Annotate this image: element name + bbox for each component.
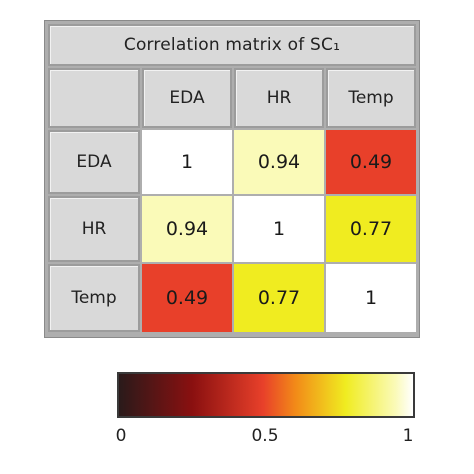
heatmap-cell-temp-temp: 1 xyxy=(326,264,416,332)
colorbar-tick-0-5: 0.5 xyxy=(251,426,279,446)
heatmap-cell-eda-temp: 0.49 xyxy=(326,130,416,194)
heatmap-cell-hr-eda: 0.94 xyxy=(142,196,232,262)
column-header-temp: Temp xyxy=(326,68,416,128)
row-header-eda: EDA xyxy=(48,130,140,194)
heatmap-cell-eda-eda: 1 xyxy=(142,130,232,194)
colorbar-gradient xyxy=(119,374,413,416)
corner-header-cell xyxy=(48,68,140,128)
heatmap-cell-hr-hr: 1 xyxy=(234,196,324,262)
column-header-eda: EDA xyxy=(142,68,232,128)
chart-title: Correlation matrix of SC₁ xyxy=(48,24,416,66)
column-header-hr: HR xyxy=(234,68,324,128)
heatmap-cell-temp-hr: 0.77 xyxy=(234,264,324,332)
heatmap-cell-temp-eda: 0.49 xyxy=(142,264,232,332)
heatmap-cell-eda-hr: 0.94 xyxy=(234,130,324,194)
row-header-hr: HR xyxy=(48,196,140,262)
colorbar xyxy=(117,372,415,418)
heatmap-cell-hr-temp: 0.77 xyxy=(326,196,416,262)
colorbar-tick-0: 0 xyxy=(115,426,127,446)
row-header-temp: Temp xyxy=(48,264,140,332)
colorbar-tick-1: 1 xyxy=(402,426,414,446)
